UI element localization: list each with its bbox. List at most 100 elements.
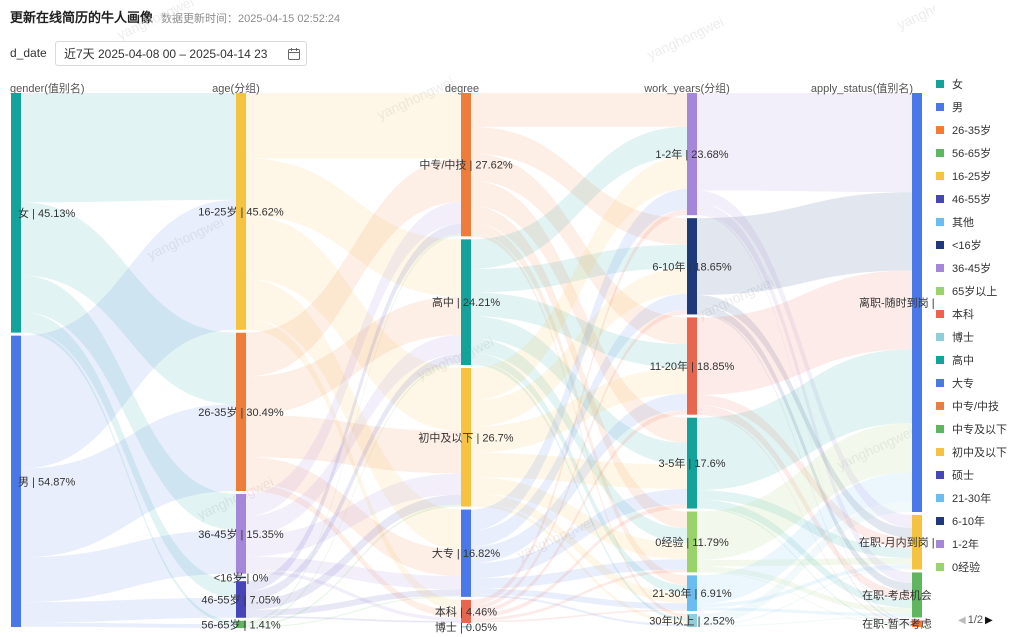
legend-prev-arrow[interactable]: ◀ xyxy=(958,614,966,626)
sankey-node[interactable] xyxy=(236,332,246,492)
legend-item[interactable]: 女 xyxy=(936,72,1020,95)
sankey-link[interactable] xyxy=(21,275,236,530)
sankey-link[interactable] xyxy=(246,296,461,415)
sankey-link[interactable] xyxy=(246,318,461,611)
sankey-link[interactable] xyxy=(246,202,461,517)
sankey-link[interactable] xyxy=(246,414,461,474)
sankey-node[interactable] xyxy=(687,317,697,415)
sankey-link[interactable] xyxy=(471,410,687,615)
sankey-node[interactable] xyxy=(912,620,922,628)
sankey-link[interactable] xyxy=(246,234,461,623)
sankey-link[interactable] xyxy=(246,589,461,617)
legend-item[interactable]: 21-30年 xyxy=(936,486,1020,509)
sankey-link[interactable] xyxy=(246,354,461,601)
sankey-link[interactable] xyxy=(471,504,687,619)
legend-item[interactable]: 高中 xyxy=(936,348,1020,371)
sankey-node[interactable] xyxy=(236,93,246,330)
sankey-link[interactable] xyxy=(471,367,687,453)
sankey-link[interactable] xyxy=(697,472,912,604)
sankey-link[interactable] xyxy=(471,292,687,368)
sankey-link[interactable] xyxy=(246,494,461,610)
sankey-link[interactable] xyxy=(246,473,461,557)
sankey-link[interactable] xyxy=(697,304,912,592)
sankey-link[interactable] xyxy=(471,489,687,579)
sankey-node[interactable] xyxy=(461,599,471,624)
sankey-link[interactable] xyxy=(471,338,687,544)
legend-item[interactable]: 46-55岁 xyxy=(936,187,1020,210)
sankey-node[interactable] xyxy=(687,511,697,573)
sankey-link[interactable] xyxy=(697,203,912,584)
sankey-link[interactable] xyxy=(21,529,236,603)
sankey-link[interactable] xyxy=(697,616,912,627)
sankey-link[interactable] xyxy=(21,312,236,598)
sankey-link[interactable] xyxy=(471,153,687,345)
sankey-link[interactable] xyxy=(21,329,236,625)
sankey-node[interactable] xyxy=(11,93,21,333)
legend-item[interactable]: 其他 xyxy=(936,210,1020,233)
legend-item[interactable]: <16岁 xyxy=(936,233,1020,256)
sankey-link[interactable] xyxy=(471,268,687,427)
sankey-link[interactable] xyxy=(471,244,687,293)
sankey-link[interactable] xyxy=(471,569,687,621)
sankey-link[interactable] xyxy=(697,607,912,617)
sankey-link[interactable] xyxy=(471,353,687,594)
sankey-node[interactable] xyxy=(687,613,697,627)
sankey-link[interactable] xyxy=(21,202,236,405)
sankey-link[interactable] xyxy=(471,293,687,547)
sankey-link[interactable] xyxy=(697,490,912,558)
legend-item[interactable]: 1-2年 xyxy=(936,532,1020,555)
sankey-link[interactable] xyxy=(21,93,236,203)
sankey-link[interactable] xyxy=(246,569,461,622)
sankey-link[interactable] xyxy=(697,501,912,625)
sankey-link[interactable] xyxy=(21,199,236,469)
sankey-link[interactable] xyxy=(697,313,912,624)
sankey-link[interactable] xyxy=(471,393,687,563)
legend-item[interactable]: 大专 xyxy=(936,371,1020,394)
sankey-link[interactable] xyxy=(471,609,687,623)
sankey-link[interactable] xyxy=(471,205,687,529)
sankey-link[interactable] xyxy=(246,158,461,377)
sankey-link[interactable] xyxy=(246,224,461,592)
sankey-link[interactable] xyxy=(697,270,912,396)
sankey-node[interactable] xyxy=(912,93,922,513)
legend-item[interactable]: 男 xyxy=(936,95,1020,118)
legend-item[interactable]: 本科 xyxy=(936,302,1020,325)
sankey-link[interactable] xyxy=(697,349,912,491)
sankey-link[interactable] xyxy=(21,622,236,629)
sankey-link[interactable] xyxy=(471,188,687,531)
legend-item[interactable]: 26-35岁 xyxy=(936,118,1020,141)
sankey-node[interactable] xyxy=(687,575,697,611)
sankey-link[interactable] xyxy=(246,158,461,297)
sankey-link[interactable] xyxy=(471,361,687,621)
sankey-link[interactable] xyxy=(697,413,912,625)
sankey-link[interactable] xyxy=(697,571,912,627)
sankey-link[interactable] xyxy=(697,93,912,193)
sankey-link[interactable] xyxy=(471,93,687,127)
legend-item[interactable]: 博士 xyxy=(936,325,1020,348)
sankey-node[interactable] xyxy=(236,581,246,618)
sankey-node[interactable] xyxy=(912,572,922,618)
legend-item[interactable]: 65岁以上 xyxy=(936,279,1020,302)
sankey-link[interactable] xyxy=(246,363,461,625)
sankey-link[interactable] xyxy=(471,180,687,443)
sankey-link[interactable] xyxy=(697,294,912,539)
sankey-link[interactable] xyxy=(471,559,687,589)
sankey-link[interactable] xyxy=(697,564,912,608)
sankey-link[interactable] xyxy=(697,499,912,608)
sankey-link[interactable] xyxy=(471,309,687,610)
sankey-link[interactable] xyxy=(471,222,687,586)
sankey-link[interactable] xyxy=(697,557,912,567)
sankey-link[interactable] xyxy=(697,568,912,626)
sankey-link[interactable] xyxy=(471,493,687,604)
sankey-link[interactable] xyxy=(471,588,687,610)
sankey-node[interactable] xyxy=(461,93,471,237)
legend-item[interactable]: 16-25岁 xyxy=(936,164,1020,187)
legend-next-arrow[interactable]: ▶ xyxy=(985,614,993,626)
legend-item[interactable]: 硕士 xyxy=(936,463,1020,486)
sankey-link[interactable] xyxy=(21,404,236,558)
sankey-node[interactable] xyxy=(687,93,697,216)
sankey-link[interactable] xyxy=(697,423,912,561)
sankey-link[interactable] xyxy=(246,278,461,550)
sankey-link[interactable] xyxy=(471,594,687,627)
sankey-node[interactable] xyxy=(236,494,246,574)
